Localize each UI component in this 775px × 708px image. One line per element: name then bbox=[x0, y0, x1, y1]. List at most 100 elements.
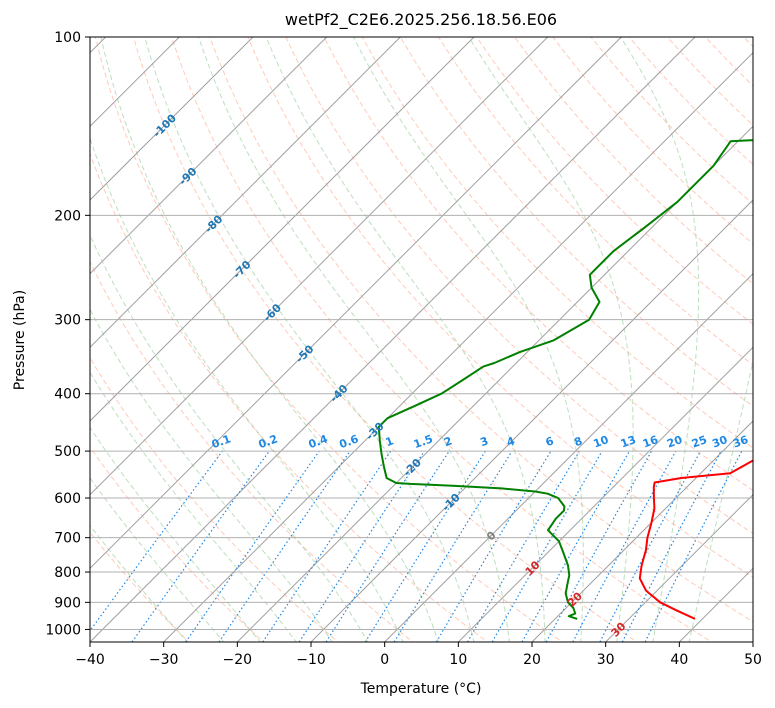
isotherm-label: -70 bbox=[230, 258, 253, 281]
y-axis-title: Pressure (hPa) bbox=[12, 290, 28, 390]
mixing-ratio-lines bbox=[90, 450, 743, 642]
y-tick-label: 800 bbox=[54, 565, 81, 581]
y-tick-label: 600 bbox=[54, 491, 81, 507]
mixing-ratio-line bbox=[364, 450, 486, 642]
isotherm-line bbox=[384, 272, 753, 642]
mixing-ratio-label: 1 bbox=[384, 434, 396, 449]
isotherm-line bbox=[605, 493, 753, 642]
isotherm-line bbox=[90, 37, 622, 570]
isotherm-line bbox=[90, 37, 696, 642]
mixing-ratio-label: 0.2 bbox=[257, 432, 280, 451]
y-tick-label: 700 bbox=[54, 531, 81, 547]
x-tick-label: 20 bbox=[523, 652, 541, 668]
isotherm-line bbox=[90, 37, 401, 349]
mixing-ratio-line bbox=[599, 450, 702, 642]
mixing-ratio-line bbox=[572, 450, 677, 642]
x-tick-label: −10 bbox=[296, 652, 326, 668]
mixing-ratio-line bbox=[545, 450, 653, 642]
moist-adiabat bbox=[100, 37, 440, 642]
isotherm-label: -90 bbox=[176, 165, 199, 188]
dry-adiabat bbox=[399, 37, 753, 407]
mixing-ratio-label: 2 bbox=[442, 434, 454, 449]
x-tick-label: −30 bbox=[149, 652, 179, 668]
y-tick-label: 900 bbox=[54, 595, 81, 611]
dry-adiabat bbox=[361, 37, 753, 449]
mixing-ratio-line bbox=[185, 450, 320, 642]
adiabats bbox=[90, 37, 753, 642]
mixing-ratio-label: 0.4 bbox=[307, 432, 330, 451]
dry-adiabat bbox=[476, 37, 753, 325]
mixing-ratio-line bbox=[466, 450, 580, 642]
isotherm-line bbox=[90, 37, 254, 201]
dry-adiabat bbox=[323, 37, 753, 491]
x-axis: −40 −30 −20 −10 0 10 20 30 40 50 bbox=[75, 642, 762, 668]
y-tick-label: 500 bbox=[54, 444, 81, 460]
temperature-profile bbox=[638, 459, 753, 620]
x-axis-title: Temperature (°C) bbox=[360, 681, 482, 697]
isotherm-line bbox=[90, 37, 328, 275]
mixing-ratio-line bbox=[644, 450, 743, 642]
dry-adiabat bbox=[90, 152, 489, 642]
moist-adiabat bbox=[90, 371, 297, 642]
mixing-ratio-line bbox=[262, 450, 392, 642]
moist-adiabat bbox=[144, 37, 475, 642]
mixing-ratio-label: 16 bbox=[641, 433, 660, 451]
x-tick-label: 0 bbox=[380, 652, 389, 668]
mixing-ratio-line bbox=[218, 450, 351, 642]
mixing-ratio-line bbox=[393, 450, 513, 642]
moist-adiabat bbox=[688, 358, 753, 642]
moist-adiabat bbox=[90, 524, 188, 642]
mixing-ratio-label: 6 bbox=[544, 434, 556, 449]
mixing-ratio-line bbox=[90, 450, 223, 632]
inline-labels: 0.1 0.2 0.4 0.6 1 1.5 2 3 4 6 8 10 13 16 20 25 30 36-100-… bbox=[150, 111, 750, 639]
mixing-ratio-line bbox=[131, 450, 270, 642]
dry-adiabat bbox=[437, 37, 753, 366]
dry-adiabat bbox=[743, 37, 753, 48]
chart-title: wetPf2_C2E6.2025.256.18.56.E06 bbox=[285, 10, 557, 30]
x-tick-label: 10 bbox=[449, 652, 467, 668]
isotherm-line bbox=[752, 641, 753, 642]
mixing-ratio-line bbox=[435, 450, 552, 642]
dry-adiabat bbox=[132, 37, 638, 642]
dry-adiabat bbox=[590, 37, 753, 205]
mixing-ratio-line bbox=[521, 450, 631, 642]
moist-adiabat bbox=[90, 233, 369, 642]
moist-adiabat bbox=[90, 136, 404, 642]
mixing-ratio-label: 13 bbox=[619, 433, 638, 450]
dry-adiabat bbox=[704, 37, 753, 87]
moist-adiabat bbox=[90, 477, 225, 642]
mixing-ratio-label: 20 bbox=[665, 433, 684, 451]
pressure-gridlines bbox=[90, 37, 753, 630]
plot-frame bbox=[89, 36, 754, 643]
mixing-ratio-line bbox=[298, 450, 425, 642]
mixing-ratio-label: 4 bbox=[505, 434, 517, 449]
x-tick-label: −20 bbox=[223, 652, 253, 668]
isotherm-line bbox=[90, 37, 475, 422]
isotherm-line bbox=[310, 199, 753, 642]
dry-adiabat bbox=[552, 37, 753, 245]
mixing-ratio-label: 36 bbox=[731, 433, 750, 451]
dry-adiabat bbox=[90, 356, 339, 642]
isotherm-line bbox=[531, 420, 753, 642]
moist-adiabat bbox=[198, 37, 510, 642]
isotherm-line bbox=[678, 567, 753, 642]
y-tick-label: 300 bbox=[54, 313, 81, 329]
isotherm-line bbox=[163, 51, 753, 642]
y-tick-label: 200 bbox=[54, 208, 81, 224]
mixing-ratio-label: 8 bbox=[572, 434, 584, 449]
mixing-ratio-label: 1.5 bbox=[412, 432, 435, 451]
moist-adiabat bbox=[90, 426, 261, 642]
y-tick-label: 1000 bbox=[45, 622, 81, 638]
mixing-ratio-label: 0.1 bbox=[210, 432, 233, 451]
isotherms bbox=[90, 37, 753, 642]
dry-adiabat bbox=[90, 446, 265, 642]
isotherm-line bbox=[236, 125, 753, 642]
x-tick-label: 50 bbox=[744, 652, 762, 668]
x-tick-label: 30 bbox=[597, 652, 615, 668]
moist-adiabat bbox=[265, 37, 546, 642]
y-tick-label: 100 bbox=[54, 30, 81, 46]
x-tick-label: 40 bbox=[670, 652, 688, 668]
dry-adiabat bbox=[247, 37, 753, 578]
dry-adiabat bbox=[90, 260, 414, 642]
